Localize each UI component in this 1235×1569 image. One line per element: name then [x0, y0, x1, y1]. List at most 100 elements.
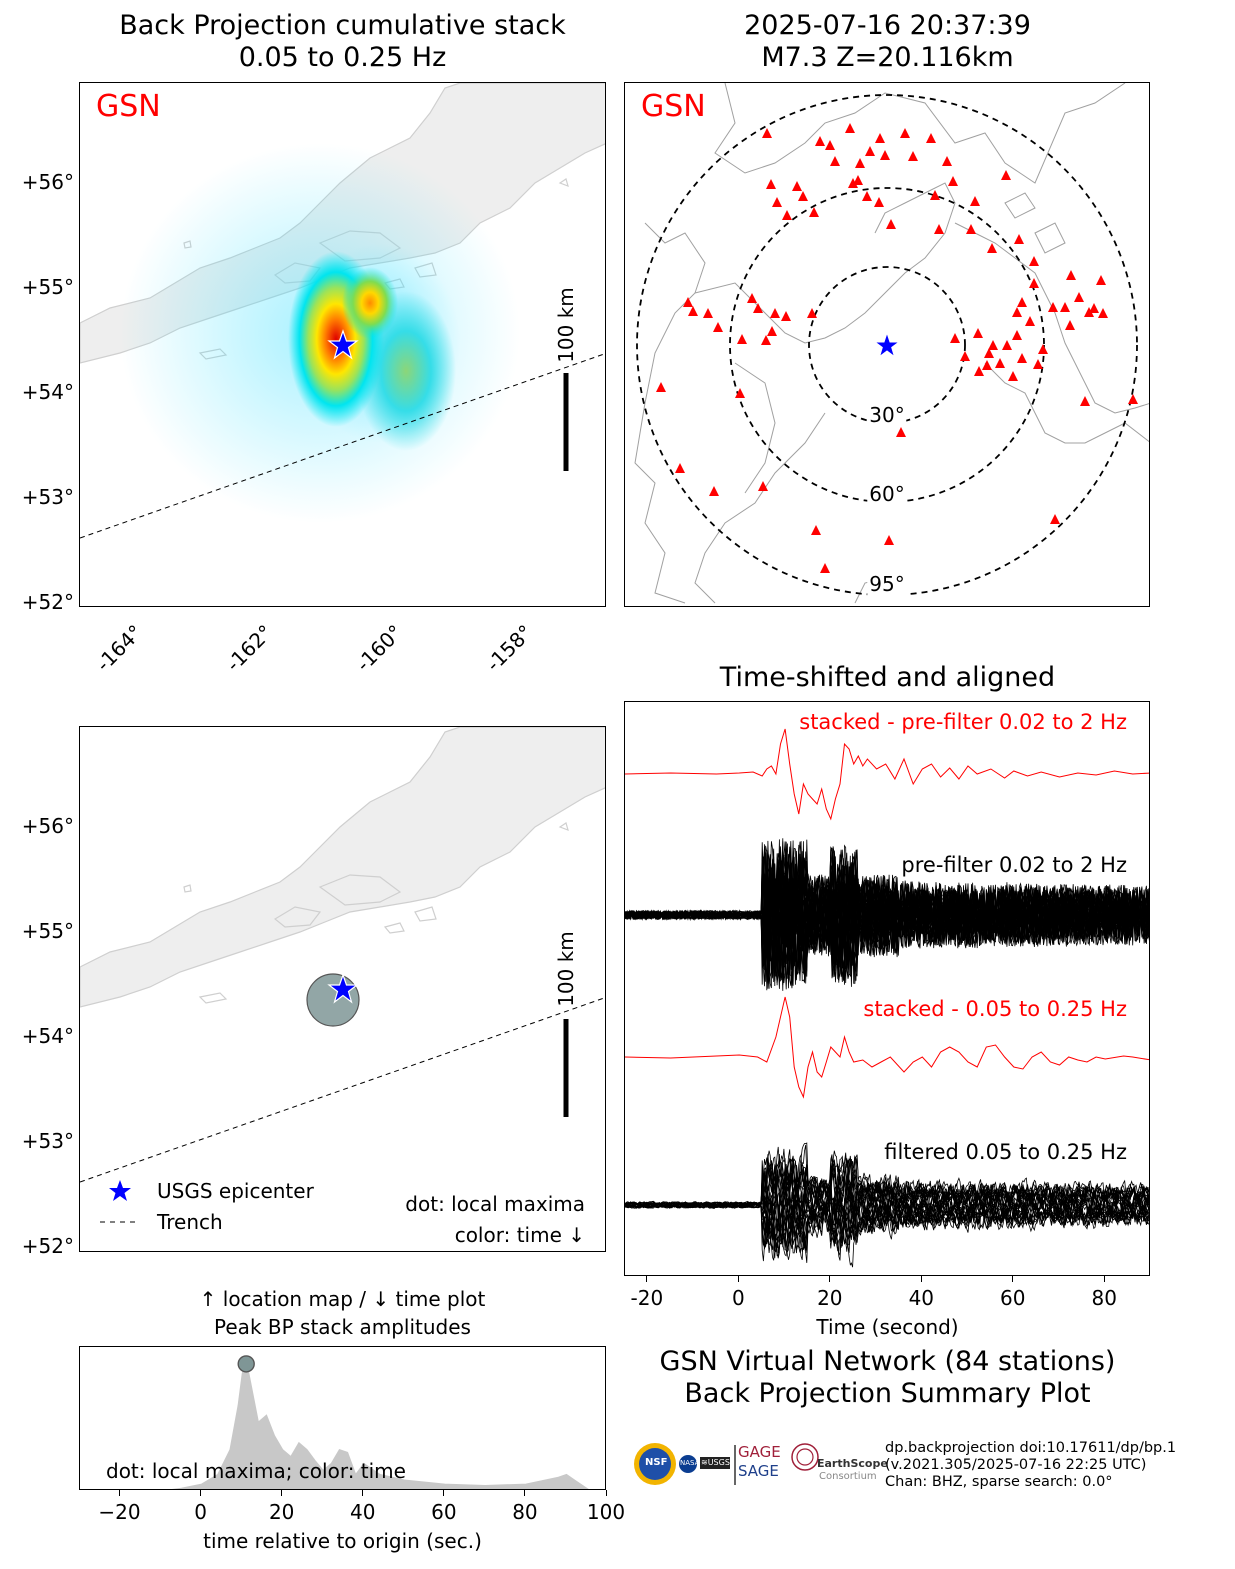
- traces-tick-mark: [920, 1276, 922, 1282]
- station-triangle-icon: [767, 326, 777, 336]
- trace-bundle-prefilter: [625, 838, 1149, 991]
- station-triangle-icon: [1066, 270, 1076, 280]
- scale-bar-label: 100 km: [554, 931, 578, 1007]
- traces-xlabel: Time (second): [816, 1315, 959, 1339]
- station-triangle-icon: [1084, 307, 1094, 317]
- station-triangle-icon: [798, 191, 808, 201]
- station-triangle-icon: [811, 525, 821, 535]
- local-maxima-svg: [80, 727, 605, 1223]
- station-triangle-icon: [960, 351, 970, 361]
- station-triangle-icon: [815, 136, 825, 146]
- station-triangle-icon: [900, 128, 910, 138]
- station-triangle-icon: [984, 348, 994, 358]
- bp-title-line2: 0.05 to 0.25 Hz: [238, 42, 447, 73]
- bp-heatmap-panel: GSN 100 km: [79, 82, 606, 607]
- summary-line2: Back Projection Summary Plot: [684, 1378, 1091, 1409]
- lon-tick-160: -160°: [350, 620, 407, 677]
- station-triangle-icon: [656, 382, 666, 392]
- station-triangle-icon: [1008, 371, 1018, 381]
- nasa-logo-icon: [679, 1455, 697, 1473]
- station-map-panel: GSN 30° 60° 95°: [624, 82, 1150, 607]
- traces-tick-mark: [829, 1276, 831, 1282]
- traces-tick-label: -20: [630, 1286, 664, 1310]
- traces-tick-label: 80: [1091, 1286, 1117, 1310]
- filtered-trace: [625, 1157, 1149, 1254]
- nsf-logo-icon: [639, 1448, 671, 1480]
- station-triangle-icon: [1065, 320, 1075, 330]
- event-time: 2025-07-16 20:37:39: [744, 10, 1031, 41]
- station-triangle-icon: [1001, 170, 1011, 180]
- station-markers: [656, 123, 1138, 573]
- station-triangle-icon: [855, 158, 865, 168]
- summary-title: GSN Virtual Network (84 stations) Back P…: [625, 1346, 1150, 1410]
- peak-tick-label: 60: [431, 1500, 457, 1524]
- legend-trench-label: Trench: [157, 1210, 223, 1234]
- station-triangle-icon: [1029, 256, 1039, 266]
- traces-tick-mark: [646, 1276, 648, 1282]
- station-triangle-icon: [758, 481, 768, 491]
- lat-tick-53: +53°: [21, 485, 74, 509]
- traces-tick-mark: [1103, 1276, 1105, 1282]
- station-triangle-icon: [1025, 316, 1035, 326]
- station-triangle-icon: [820, 563, 830, 573]
- peak-tick-mark: [443, 1490, 445, 1496]
- station-triangle-icon: [886, 219, 896, 229]
- station-triangle-icon: [772, 197, 782, 207]
- station-triangle-icon: [862, 191, 872, 201]
- lat-tick-52: +52°: [21, 1234, 74, 1258]
- station-triangle-icon: [770, 308, 780, 318]
- gage-sage-logo: GAGE SAGE: [738, 1443, 781, 1481]
- station-triangle-icon: [675, 463, 685, 473]
- station-triangle-icon: [908, 151, 918, 161]
- peak-xlabel: time relative to origin (sec.): [203, 1529, 482, 1553]
- earthscope-logo-text: EarthScope: [817, 1457, 888, 1470]
- station-triangle-icon: [1080, 396, 1090, 406]
- usgs-logo-icon: [700, 1457, 730, 1469]
- traces-tick-label: 20: [817, 1286, 843, 1310]
- station-triangle-icon: [792, 181, 802, 191]
- peak-title: ↑ location map / ↓ time plot Peak BP sta…: [80, 1285, 605, 1341]
- event-title: 2025-07-16 20:37:39 M7.3 Z=20.116km: [625, 10, 1150, 74]
- station-triangle-icon: [1012, 330, 1022, 340]
- station-triangle-icon: [1017, 297, 1027, 307]
- event-magnitude-depth: M7.3 Z=20.116km: [761, 42, 1014, 73]
- network-label: GSN: [96, 89, 161, 124]
- station-triangle-icon: [865, 146, 875, 156]
- lon-tick-158: -158°: [480, 620, 537, 677]
- trace-label-prefilter: pre-filter 0.02 to 2 Hz: [901, 853, 1127, 877]
- bp-title-line1: Back Projection cumulative stack: [119, 10, 566, 41]
- trace-label-stacked-filtered: stacked - 0.05 to 0.25 Hz: [863, 997, 1127, 1021]
- epicenter-star-icon: [873, 331, 901, 358]
- station-triangle-icon: [982, 360, 992, 370]
- trench-line: [80, 353, 605, 539]
- prefilter-trace: [625, 848, 1149, 989]
- station-triangle-icon: [1074, 292, 1084, 302]
- station-triangle-icon: [713, 322, 723, 332]
- station-triangle-icon: [830, 156, 840, 166]
- logos-strip: NSF NASA ≋USGS GAGE SAGE EarthScope Cons…: [633, 1441, 888, 1489]
- ring-label-95: 95°: [867, 572, 907, 596]
- station-triangle-icon: [987, 243, 997, 253]
- traces-tick-label: 0: [731, 1286, 745, 1310]
- legend-epicenter-label: USGS epicenter: [157, 1179, 314, 1203]
- network-label: GSN: [641, 89, 706, 124]
- station-triangle-icon: [1029, 278, 1039, 288]
- gage-logo-text: GAGE: [738, 1443, 781, 1461]
- legend-note-line2: color: time ↓: [454, 1223, 585, 1247]
- station-triangle-icon: [853, 175, 863, 185]
- station-triangle-icon: [825, 140, 835, 150]
- lon-tick-162: -162°: [220, 620, 277, 677]
- lat-tick-53: +53°: [21, 1129, 74, 1153]
- station-triangle-icon: [848, 178, 858, 188]
- traces-tick-label: 60: [1000, 1286, 1026, 1310]
- peak-tick-mark: [281, 1490, 283, 1496]
- station-triangle-icon: [1096, 275, 1106, 285]
- trench-line: [80, 997, 605, 1183]
- station-triangle-icon: [926, 133, 936, 143]
- bp-title: Back Projection cumulative stack 0.05 to…: [80, 10, 605, 74]
- trace-label-filtered: filtered 0.05 to 0.25 Hz: [884, 1140, 1127, 1164]
- station-triangle-icon: [880, 150, 890, 160]
- earthscope-logo-icon: [791, 1443, 819, 1471]
- summary-line1: GSN Virtual Network (84 stations): [659, 1346, 1116, 1377]
- legend-star-icon: [109, 1180, 131, 1201]
